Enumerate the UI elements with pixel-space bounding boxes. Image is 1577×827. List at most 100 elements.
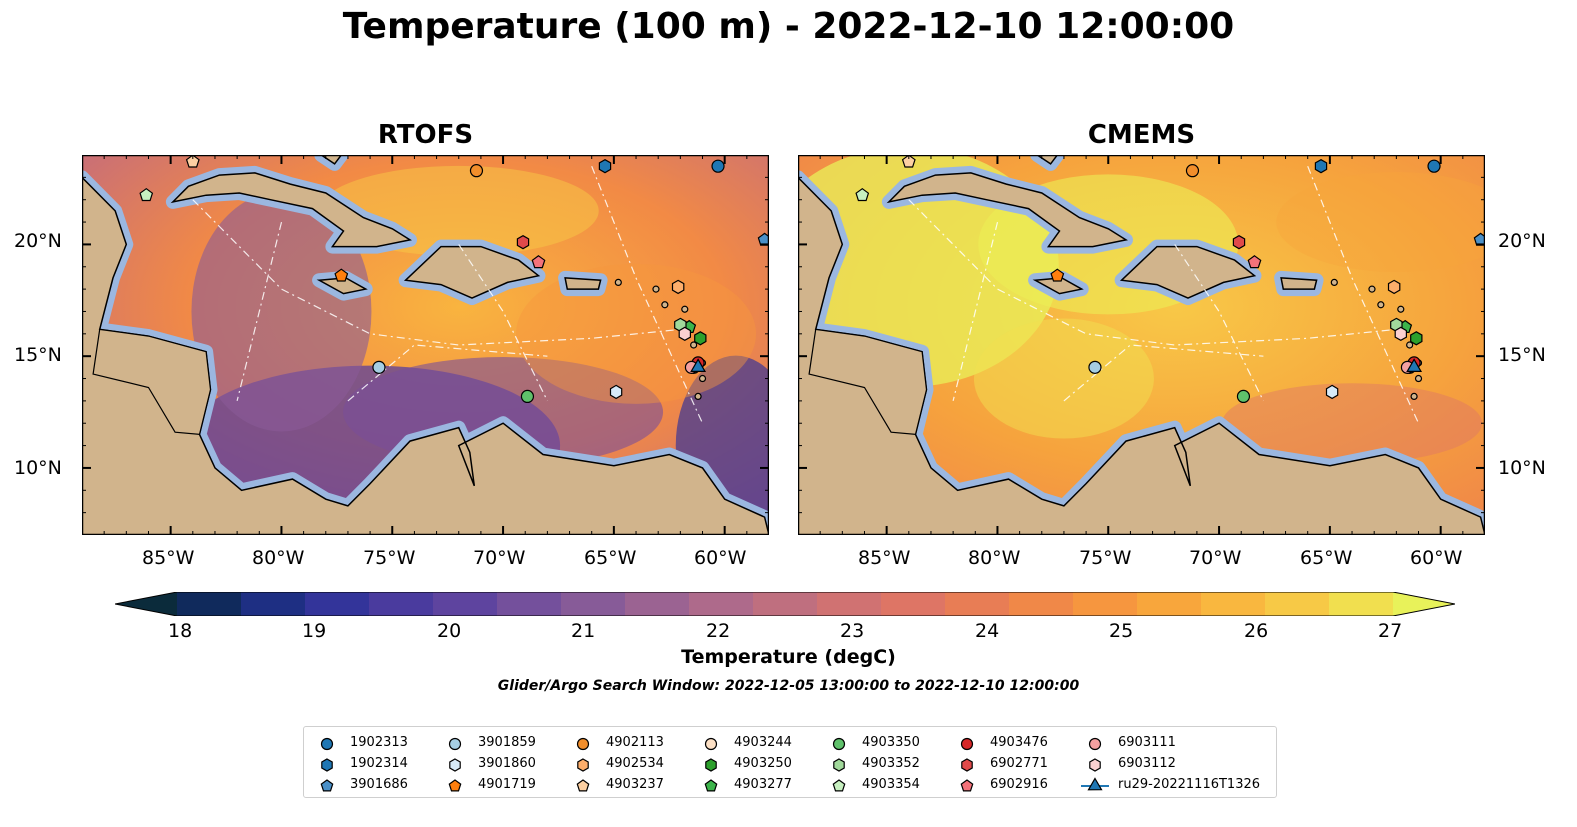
float-1902314[interactable] (598, 159, 612, 174)
legend-item: 4903250 (696, 753, 824, 774)
float-4903250[interactable] (1410, 331, 1423, 346)
lon-label-85w-cmems: 85°W (858, 547, 911, 569)
float-3901860[interactable] (609, 384, 623, 400)
legend-item: 4902534 (568, 753, 696, 774)
legend-marker[interactable] (1089, 757, 1101, 772)
float-4902534[interactable] (1387, 279, 1401, 295)
float-6902771[interactable] (516, 235, 530, 250)
legend-item: 1902314 (312, 753, 440, 774)
float-3901859[interactable] (1088, 360, 1102, 374)
float-4902113[interactable] (469, 164, 484, 178)
float-6902771[interactable] (1232, 235, 1246, 250)
legend-marker[interactable] (576, 737, 590, 750)
colorbar-bin (817, 592, 882, 616)
legend-marker[interactable] (577, 757, 589, 772)
legend-marker-hexagon-icon (833, 757, 845, 772)
colorbar-gradient (114, 591, 1456, 617)
boundary-line (236, 221, 283, 402)
float-4903250[interactable] (694, 331, 707, 346)
float-6902916[interactable] (1247, 255, 1262, 269)
legend-item: 4903244 (696, 732, 824, 753)
hispaniola-land (1119, 245, 1257, 299)
boundary-line (1307, 165, 1420, 424)
colorbar-bin (753, 592, 818, 616)
float-4903237[interactable] (901, 155, 916, 168)
float-4902534[interactable] (671, 279, 685, 295)
float-4901719[interactable] (334, 268, 349, 282)
legend-marker[interactable] (833, 757, 845, 772)
legend-marker-hexagon-icon (321, 757, 333, 772)
lon-label-65w: 65°W (584, 547, 637, 569)
float-4901719[interactable] (1050, 268, 1065, 282)
float-4903237[interactable] (185, 155, 200, 168)
lon-label-70w-cmems: 70°W (1189, 547, 1242, 569)
legend-marker[interactable] (705, 757, 717, 772)
colorbar-bin (689, 592, 754, 616)
float-legend: 1902313 1902314 3901686 3901859 3901860 49017… (303, 726, 1277, 798)
legend-marker[interactable] (704, 778, 718, 791)
float-ru29-20221116T1326[interactable] (690, 358, 707, 372)
legend-label: 4903476 (990, 735, 1048, 750)
legend-marker[interactable] (704, 737, 718, 750)
map-frame (82, 155, 769, 535)
float-3901859[interactable] (372, 360, 386, 374)
temperature-patch (973, 318, 1154, 439)
rtofs-temperature-map (82, 155, 769, 535)
float-1902314[interactable] (1314, 159, 1328, 174)
colorbar-bin (1329, 592, 1394, 616)
legend-marker[interactable] (320, 778, 334, 791)
legend-label: 4903250 (734, 756, 792, 771)
legend-marker[interactable] (321, 757, 333, 772)
island (1414, 374, 1423, 383)
float-4903350[interactable] (520, 389, 535, 404)
legend-marker[interactable] (1087, 776, 1103, 790)
legend-marker[interactable] (960, 778, 974, 791)
legend-marker-hexagon-icon (705, 757, 717, 772)
legend-marker[interactable] (320, 737, 334, 750)
float-4903354[interactable] (855, 187, 870, 202)
float-4903350[interactable] (1236, 389, 1251, 404)
float-1902313[interactable] (711, 159, 725, 173)
legend-marker[interactable] (1088, 737, 1102, 750)
float-3901860[interactable] (1325, 384, 1339, 400)
honduras-land (92, 328, 212, 436)
cbar-tick-22: 22 (706, 620, 731, 642)
legend-marker[interactable] (832, 737, 846, 750)
legend-marker-circle-icon (704, 737, 718, 750)
float-4902113[interactable] (1185, 164, 1200, 178)
float-1902313[interactable] (1427, 159, 1441, 173)
colorbar-bin (561, 592, 626, 616)
float-4903354[interactable] (139, 187, 154, 202)
legend-marker[interactable] (448, 737, 462, 750)
colorbar-extend-low (115, 592, 177, 616)
lat-label-15n-left: 15°N (14, 344, 62, 366)
lon-label-60w-cmems: 60°W (1410, 547, 1463, 569)
float-ru29-20221116T1326[interactable] (1406, 358, 1423, 372)
colorbar-bin (1009, 592, 1074, 616)
legend-marker[interactable] (576, 778, 590, 791)
lon-label-60w: 60°W (694, 547, 747, 569)
legend-marker[interactable] (961, 757, 973, 772)
legend-marker[interactable] (960, 737, 974, 750)
hispaniola-land (403, 245, 541, 299)
map-panel-rtofs[interactable] (82, 155, 769, 535)
legend-marker-hexagon-icon (449, 757, 461, 772)
colorbar-extend-high (1393, 592, 1455, 616)
float-6902916[interactable] (531, 255, 546, 269)
map-frame (798, 155, 1485, 535)
legend-item: 6903111 (1080, 732, 1208, 753)
legend-marker[interactable] (448, 778, 462, 791)
puertorico-land (564, 277, 602, 290)
legend-label: 6903111 (1118, 735, 1176, 750)
boundary-line (1063, 344, 1264, 402)
float-6903112[interactable] (678, 326, 691, 341)
legend-marker[interactable] (832, 778, 846, 791)
legend-item: 4902113 (568, 732, 696, 753)
boundary-line (591, 165, 704, 424)
float-6903112[interactable] (1394, 326, 1407, 341)
legend-marker[interactable] (449, 757, 461, 772)
map-panel-cmems[interactable] (798, 155, 1485, 535)
boundary-line (1174, 244, 1264, 402)
colorbar-bin (241, 592, 306, 616)
cuba-land (170, 172, 412, 248)
